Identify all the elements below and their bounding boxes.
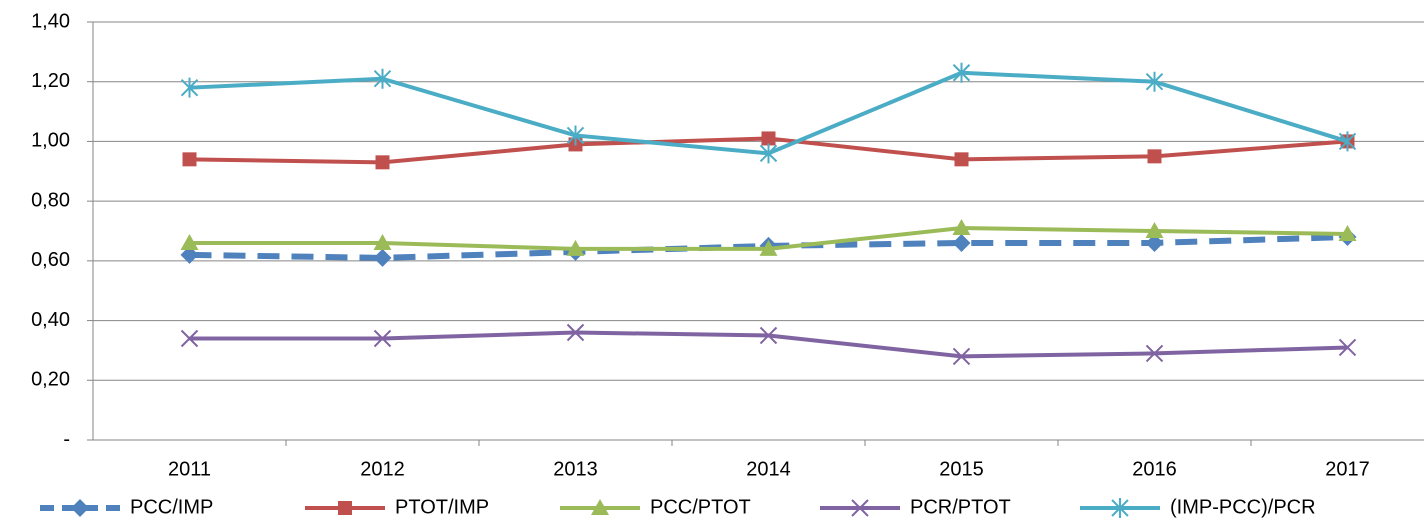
y-tick-label: 0,20 [31,369,70,391]
x-tick-label: 2011 [168,458,211,480]
marker [952,62,971,83]
legend-marker [591,499,609,515]
marker [566,239,585,256]
marker [180,329,199,348]
marker [759,143,778,164]
marker [373,233,392,250]
marker [952,347,971,366]
y-tick-label: - [63,428,70,450]
marker [180,77,199,98]
marker [1338,224,1357,241]
marker [182,152,197,167]
y-tick-label: 0,80 [31,189,70,211]
marker [1145,71,1164,92]
marker [954,152,969,167]
marker [373,68,392,89]
marker [373,329,392,348]
legend-marker [71,499,89,517]
x-tick-label: 2012 [360,458,405,480]
legend-label: PTOT/IMP [395,496,489,518]
y-tick-label: 1,40 [31,10,70,32]
marker [952,219,971,236]
legend-label: PCC/PTOT [650,496,751,518]
y-tick-label: 0,60 [31,249,70,271]
marker [761,131,776,146]
y-tick-label: 1,00 [31,130,70,152]
marker [1145,233,1164,252]
y-tick-label: 1,20 [31,70,70,92]
marker [759,326,778,345]
x-tick-label: 2017 [1325,458,1370,480]
x-tick-label: 2013 [553,458,598,480]
marker [375,155,390,170]
x-tick-label: 2016 [1132,458,1177,480]
legend-marker [338,501,352,515]
marker [1147,149,1162,164]
marker [180,245,199,264]
x-tick-label: 2015 [939,458,984,480]
marker [1145,222,1164,238]
legend-marker [1111,498,1129,518]
marker [1145,344,1164,363]
marker [952,233,971,252]
y-tick-label: 0,40 [31,309,70,331]
marker [1338,338,1357,357]
legend-label: PCR/PTOT [910,496,1011,518]
legend-marker [851,499,869,517]
legend-label: PCC/IMP [130,496,213,518]
marker [373,248,392,267]
marker [180,233,199,250]
marker [566,323,585,342]
x-tick-label: 2014 [746,458,791,480]
marker [759,239,778,256]
marker [566,125,585,146]
marker [1338,131,1357,152]
legend-label: (IMP-PCC)/PCR [1170,496,1316,518]
